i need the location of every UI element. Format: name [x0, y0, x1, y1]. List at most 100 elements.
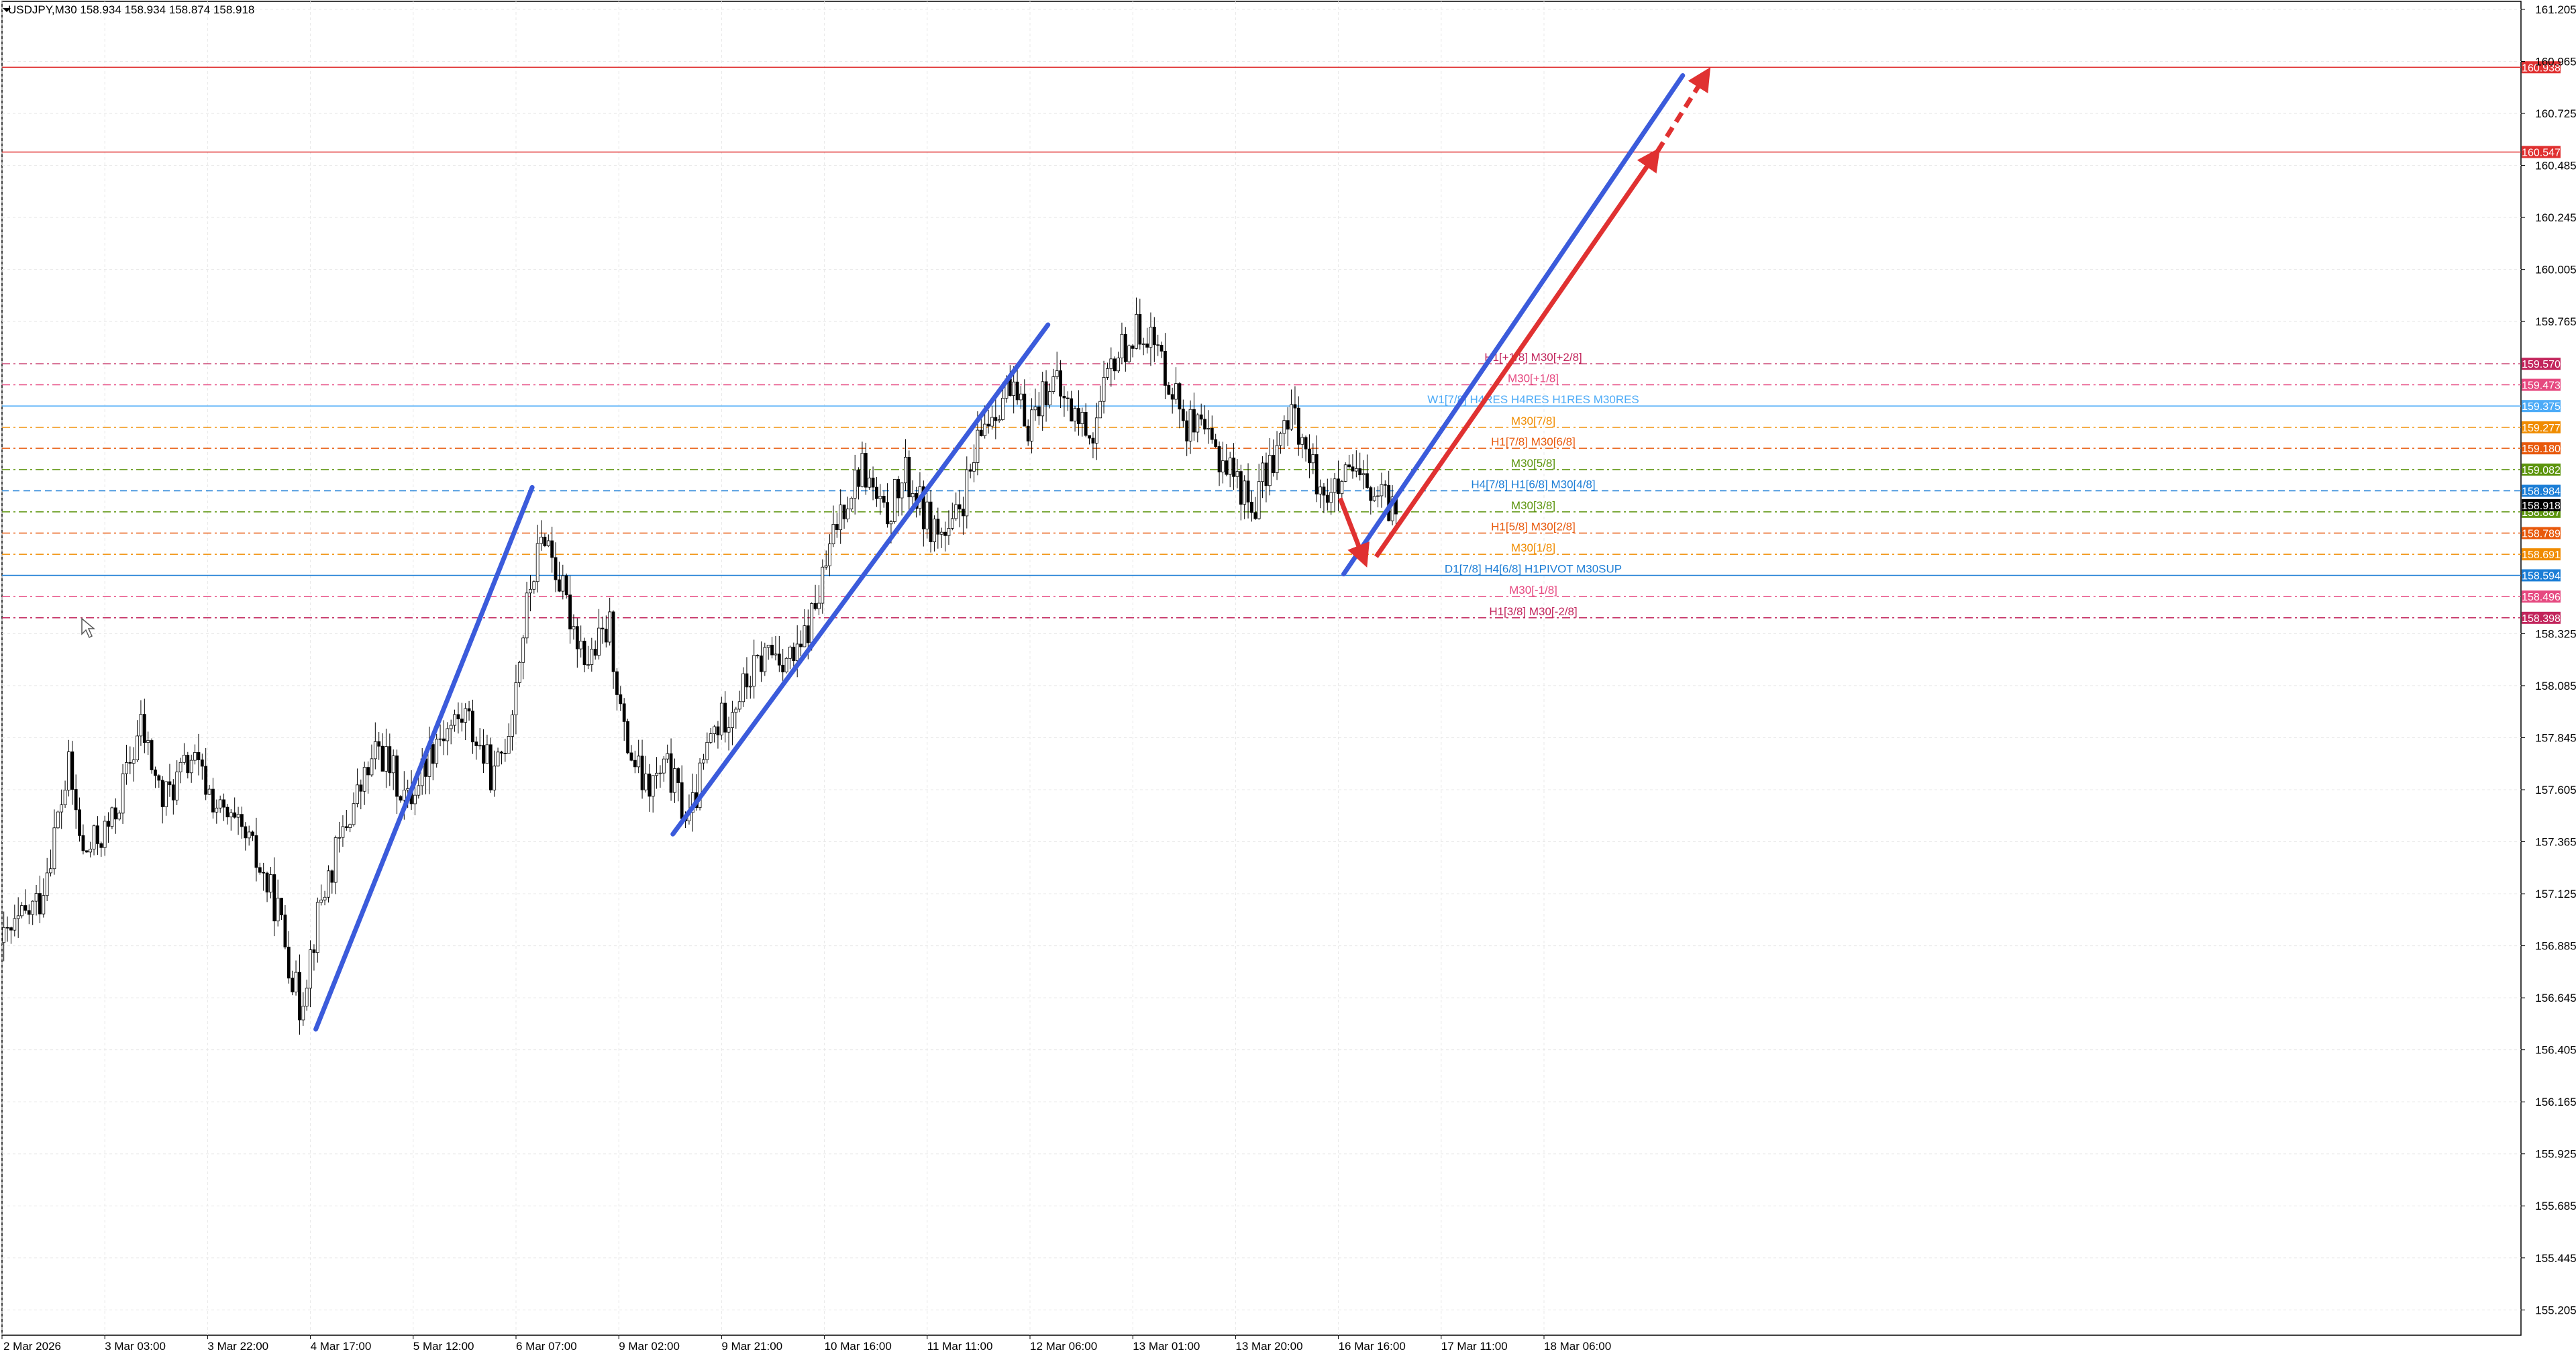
level-price-tag	[2522, 463, 2561, 476]
candle-body	[795, 643, 799, 662]
candle-body	[348, 824, 352, 828]
candle-body	[1329, 492, 1333, 503]
candle-body	[128, 762, 132, 764]
candle-body	[218, 799, 222, 809]
candle-body	[929, 501, 933, 543]
candle-body	[117, 813, 121, 820]
candle-body	[889, 521, 893, 525]
candle-body	[716, 726, 720, 735]
candle-body	[1217, 446, 1221, 472]
candle-body	[272, 874, 276, 922]
y-tick-label: 156.885	[2535, 940, 2576, 953]
candle-body	[146, 740, 150, 743]
candle-body	[608, 611, 612, 643]
candle-body	[1188, 409, 1192, 441]
chart-menu-triangle-icon[interactable]	[3, 8, 11, 12]
candle-body	[442, 738, 446, 741]
level-label: M30[5/8]	[1511, 457, 1555, 470]
candle-body	[626, 721, 629, 753]
candle-body	[1366, 473, 1369, 488]
candle-body	[666, 753, 670, 760]
candle-body	[52, 827, 56, 870]
candle-body	[200, 760, 204, 767]
candle-body	[377, 741, 381, 747]
candle-body	[1347, 464, 1351, 468]
candle-body	[770, 645, 774, 656]
candle-body	[817, 603, 821, 609]
candle-body	[197, 752, 201, 760]
candle-body	[269, 874, 272, 893]
y-tick-label: 156.405	[2535, 1044, 2576, 1057]
candle-body	[673, 768, 676, 793]
candle-body	[1149, 326, 1153, 348]
candle-body	[23, 905, 28, 911]
candle-body	[1030, 409, 1033, 441]
candle-body	[150, 740, 154, 770]
candle-body	[965, 469, 969, 517]
candle-body	[1300, 437, 1304, 445]
candle-body	[853, 470, 857, 499]
candle-body	[878, 496, 882, 499]
symbol-info: USDJPY,M30 158.934 158.934 158.874 158.9…	[8, 3, 254, 16]
candle-body	[611, 611, 615, 672]
y-tick-label: 155.925	[2535, 1148, 2576, 1161]
candle-body	[810, 603, 814, 643]
y-tick-label: 157.845	[2535, 731, 2576, 744]
level-lines: 160.938 160.547 H1[+1/8] M30[+2/8] 159.570 M…	[2, 61, 2561, 625]
candle-body	[792, 646, 796, 662]
candle-body	[74, 789, 78, 811]
candle-body	[154, 770, 157, 776]
candle-body	[247, 831, 251, 839]
candle-body	[1232, 458, 1235, 477]
candle-body	[1044, 381, 1048, 406]
level-price-tag	[2522, 421, 2561, 433]
candle-body	[860, 453, 864, 487]
candle-body	[1315, 454, 1319, 494]
candle-body	[921, 486, 925, 529]
candle-body	[983, 423, 987, 436]
candle-body	[943, 531, 947, 536]
candle-body	[338, 837, 341, 839]
y-tick-label: 159.765	[2535, 315, 2576, 328]
candle-body	[67, 751, 70, 791]
candle-body	[330, 870, 334, 883]
candle-body	[1066, 397, 1070, 399]
candle-body	[1123, 333, 1127, 362]
candle-body	[723, 702, 727, 733]
candle-body	[1268, 455, 1272, 486]
candle-body	[283, 915, 287, 947]
candle-body	[1361, 473, 1366, 476]
candle-body	[485, 744, 489, 764]
candle-body	[748, 686, 752, 688]
candle-body	[962, 509, 965, 517]
candle-body	[258, 867, 262, 873]
level-label: D1[7/8] H4[6/8] H1PIVOT M30SUP	[1445, 562, 1622, 575]
candle-body	[1325, 494, 1329, 503]
candle-body	[107, 821, 110, 827]
candle-body	[892, 479, 896, 522]
candle-body	[160, 780, 164, 807]
candle-body	[1214, 439, 1218, 447]
candles	[2, 297, 1398, 1035]
candle-body	[990, 417, 994, 427]
candle-body	[1041, 381, 1045, 417]
candle-body	[139, 714, 143, 737]
candle-body	[244, 826, 248, 839]
candle-body	[525, 592, 529, 639]
candle-body	[535, 543, 539, 582]
level-price-tag-text: 159.375	[2522, 401, 2561, 413]
candle-body	[633, 760, 637, 768]
candle-body	[81, 835, 85, 851]
candle-body	[1098, 401, 1102, 419]
candle-body	[78, 809, 81, 836]
candle-body	[655, 772, 658, 776]
candle-body	[1127, 346, 1131, 362]
candle-body	[1152, 326, 1156, 346]
candle-body	[1167, 385, 1171, 395]
level-price-tag	[2522, 146, 2561, 158]
level-price-tag	[2522, 590, 2561, 603]
candle-body	[254, 835, 258, 868]
level-price-tag	[2522, 378, 2561, 391]
candle-body	[1196, 414, 1200, 433]
